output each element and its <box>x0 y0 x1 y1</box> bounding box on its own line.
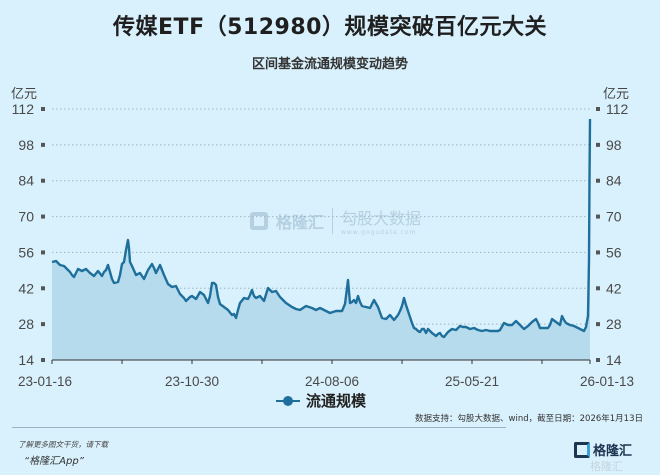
footer-app-name[interactable]: “格隆汇App” <box>24 456 84 467</box>
y-tick-label-right: 14 <box>606 352 622 368</box>
brand-logo: 格隆汇 <box>574 440 632 459</box>
chart-title: 传媒ETF（512980）规模突破百亿元大关 <box>113 15 547 40</box>
watermark: 格隆汇 勾股大数据 www.gogudata.com <box>250 205 421 236</box>
y-tick-label-right: 28 <box>606 316 622 332</box>
y-tick-label-right: 42 <box>606 280 622 296</box>
footer-divider <box>12 427 506 428</box>
y-tick-label-right: 98 <box>606 137 622 153</box>
x-tick-label: 25-05-21 <box>445 374 499 389</box>
watermark-divider <box>332 207 334 234</box>
source-note: 数据支持：勾股大数据、wind，截至日期：2026年1月13日 <box>415 414 643 424</box>
y-tick-marker-left <box>41 214 45 219</box>
y-tick-marker-left <box>41 358 45 362</box>
y-tick-marker-left <box>41 286 45 291</box>
watermark-url: www.gogudata.com <box>341 229 417 236</box>
watermark-brand: 格隆汇 <box>276 212 325 232</box>
area-chart: 14 14 28 28 42 42 56 56 70 70 84 84 98 98 112 112 23-01-… <box>12 101 634 389</box>
y-tick-marker-right <box>596 286 600 291</box>
y-tick-label-left: 98 <box>18 137 34 153</box>
y-tick-marker-left <box>41 178 45 183</box>
y-tick-marker-left <box>41 142 45 147</box>
legend[interactable]: 流通规模 <box>276 390 366 411</box>
y-tick-marker-left <box>41 250 45 255</box>
y-tick-label-left: 14 <box>18 352 34 368</box>
series-line <box>51 118 592 339</box>
watermark-logo-icon <box>250 211 268 230</box>
y-tick-marker-left <box>41 107 45 111</box>
y-tick-marker-right <box>596 250 600 255</box>
y-tick-marker-right <box>596 107 600 111</box>
x-tick-label: 23-01-16 <box>18 374 72 389</box>
legend-line-marker-icon <box>276 395 300 406</box>
chart-subtitle: 区间基金流通规模变动趋势 <box>251 57 408 72</box>
x-tick-label: 24-08-06 <box>305 374 359 389</box>
y-tick-label-left: 56 <box>18 244 34 260</box>
area-fill <box>52 119 590 360</box>
y-axis-unit-right: 亿元 <box>603 87 630 102</box>
y-tick-marker-right <box>596 142 600 147</box>
y-tick-marker-right <box>596 358 600 362</box>
y-tick-marker-right <box>596 214 600 219</box>
y-tick-label-left: 70 <box>18 209 34 225</box>
watermark-partner: 勾股大数据 <box>341 209 422 228</box>
y-tick-label-right: 84 <box>606 173 622 189</box>
footer-tip: 了解更多图文干货，请下载 <box>18 440 108 449</box>
y-tick-marker-left <box>41 322 45 327</box>
y-tick-label-right: 70 <box>606 209 622 225</box>
y-tick-marker-right <box>596 322 600 327</box>
brand-logo-icon <box>574 441 590 458</box>
y-tick-marker-right <box>596 178 600 183</box>
brand-logo-text: 格隆汇 <box>593 444 633 459</box>
y-tick-label-right: 56 <box>606 244 622 260</box>
legend-label: 流通规模 <box>306 392 367 410</box>
y-axis-unit-left: 亿元 <box>11 87 38 102</box>
x-tick-label: 26-01-13 <box>580 374 634 389</box>
y-tick-label-left: 28 <box>18 316 34 332</box>
x-tick-label: 23-10-30 <box>165 374 219 389</box>
brand-logo-ghost: 格隆汇 <box>590 460 623 473</box>
y-tick-label-right: 112 <box>606 101 629 117</box>
y-tick-label-left: 42 <box>18 280 34 296</box>
y-tick-label-left: 112 <box>12 101 35 117</box>
y-tick-label-left: 84 <box>18 173 34 189</box>
